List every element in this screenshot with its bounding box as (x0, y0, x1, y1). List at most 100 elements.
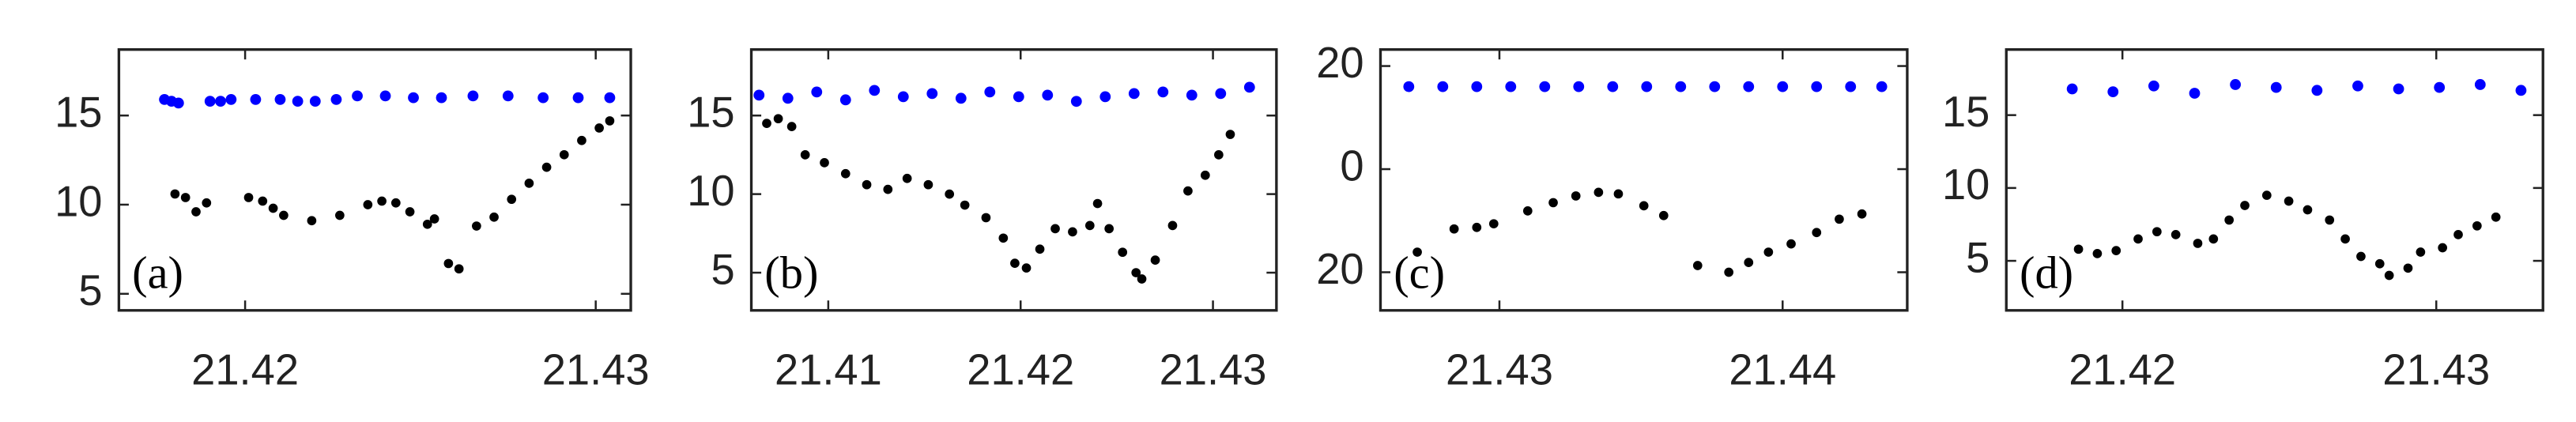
data-point (1042, 89, 1054, 101)
data-point (1092, 198, 1103, 209)
data-point (2107, 86, 2119, 98)
data-point (2224, 215, 2235, 225)
panel-label: (c) (1394, 247, 1445, 298)
data-point (202, 198, 212, 208)
data-point (1539, 81, 1551, 92)
data-point (902, 173, 912, 183)
y-tick-label: 20 (1316, 39, 1363, 87)
data-point (2515, 85, 2527, 96)
data-point (507, 194, 517, 205)
data-point (2374, 258, 2385, 269)
data-point (2438, 243, 2448, 253)
data-point (981, 213, 991, 223)
data-point (998, 233, 1009, 243)
data-point (1488, 219, 1499, 229)
data-point (1437, 81, 1449, 92)
data-point (1449, 224, 1459, 234)
data-point (1013, 91, 1024, 103)
y-tick-label: 5 (1966, 233, 1990, 281)
data-point (225, 93, 237, 105)
data-point (1131, 268, 1141, 277)
data-point (1200, 170, 1210, 180)
y-tick-label: 5 (78, 266, 102, 315)
data-point (1743, 81, 1755, 92)
data-point (984, 86, 996, 98)
data-point (1472, 222, 1482, 232)
data-point (309, 96, 321, 107)
data-point (377, 196, 387, 206)
data-point (1658, 210, 1669, 220)
data-point (258, 196, 268, 206)
y-tick-label: 10 (55, 177, 102, 225)
x-tick-label: 21.43 (2382, 345, 2490, 394)
data-point (1118, 247, 1128, 258)
data-point (330, 93, 342, 105)
data-point (1857, 209, 1867, 219)
data-point (2261, 190, 2272, 200)
data-point (524, 179, 534, 188)
data-point (1505, 81, 1517, 92)
data-point (1157, 86, 1169, 98)
data-point (2384, 270, 2394, 281)
data-point (1021, 263, 1032, 273)
plot-frame (117, 48, 632, 312)
panel-label: (b) (764, 247, 818, 298)
data-point (363, 200, 373, 209)
data-point (2393, 83, 2404, 95)
data-point (1692, 261, 1703, 270)
y-tick-label: 15 (687, 89, 734, 137)
data-point (2240, 201, 2250, 210)
data-point (2193, 239, 2203, 248)
data-point (215, 96, 226, 107)
data-point (839, 94, 851, 106)
data-point (572, 92, 584, 104)
data-point (1070, 96, 1082, 107)
data-point (1548, 198, 1558, 208)
data-point (502, 90, 514, 102)
data-point (1412, 247, 1422, 257)
y-tick-label: 10 (1942, 160, 1990, 209)
data-point (2230, 79, 2242, 90)
data-point (352, 90, 363, 102)
data-point (2284, 196, 2294, 206)
data-point (2491, 212, 2501, 222)
data-point (1641, 81, 1653, 92)
data-point (537, 92, 549, 104)
data-point (243, 193, 254, 202)
data-point (2325, 215, 2335, 225)
data-point (559, 149, 569, 160)
data-point (1183, 186, 1193, 196)
data-point (1613, 189, 1624, 199)
data-point (2133, 234, 2143, 244)
data-point (2189, 88, 2201, 99)
data-point (897, 91, 909, 103)
data-point (2148, 80, 2159, 92)
data-point (2066, 83, 2078, 95)
data-point (1876, 81, 1888, 92)
data-point (1243, 81, 1255, 93)
data-point (869, 85, 881, 96)
data-point (422, 219, 432, 229)
data-point (335, 210, 345, 220)
data-point (2208, 234, 2219, 244)
data-point (594, 123, 604, 133)
data-point (2092, 248, 2103, 258)
data-point (1812, 228, 1822, 238)
data-point (762, 119, 771, 128)
data-point (1845, 81, 1857, 92)
x-tick-label: 21.42 (191, 345, 299, 394)
data-point (820, 158, 829, 168)
y-tick-label: 15 (55, 89, 102, 137)
data-point (811, 86, 823, 98)
data-point (405, 207, 415, 217)
x-tick-label: 21.44 (1729, 345, 1836, 394)
data-point (1522, 206, 1533, 216)
data-point (1167, 220, 1178, 231)
data-point (1639, 201, 1649, 211)
data-point (782, 92, 794, 104)
data-point (1128, 88, 1140, 100)
data-point (454, 264, 464, 274)
data-point (1571, 191, 1581, 201)
y-tick-label: 0 (1340, 141, 1363, 190)
